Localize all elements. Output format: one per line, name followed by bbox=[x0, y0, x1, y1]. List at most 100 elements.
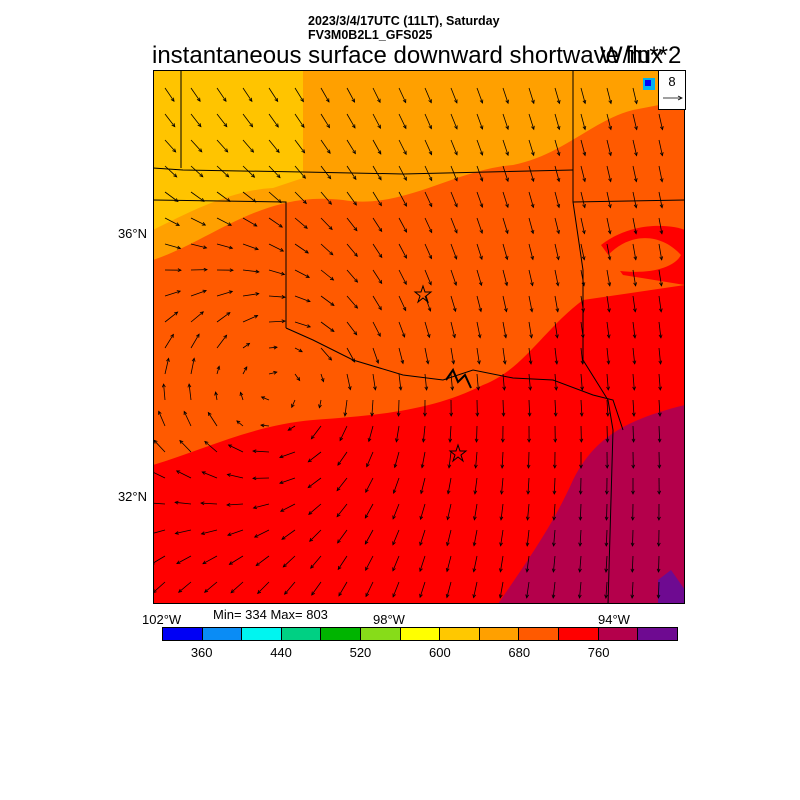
border-ok-panhandle bbox=[153, 199, 287, 328]
wind-vector bbox=[476, 87, 483, 104]
wind-vector-head bbox=[477, 334, 482, 339]
wind-vector bbox=[450, 243, 457, 260]
wind-vector-head bbox=[479, 203, 484, 208]
wind-vector-head bbox=[525, 568, 530, 573]
wind-vector-head bbox=[633, 282, 637, 287]
wind-vector bbox=[176, 555, 192, 564]
wind-vector bbox=[419, 581, 426, 598]
wind-vector-head bbox=[392, 593, 396, 598]
wind-vector bbox=[473, 581, 478, 598]
wind-vector bbox=[176, 470, 192, 479]
wind-vector-head bbox=[204, 440, 209, 445]
wind-vector bbox=[365, 555, 374, 571]
wind-vector-head bbox=[577, 594, 582, 599]
wind-vector bbox=[346, 165, 357, 180]
wind-vector bbox=[294, 347, 303, 353]
wind-vector bbox=[393, 477, 400, 494]
wind-vector-head bbox=[226, 473, 231, 477]
wind-vector bbox=[200, 502, 218, 505]
wind-vector-head bbox=[202, 289, 207, 294]
wind-vector bbox=[307, 477, 322, 488]
wind-vector-head bbox=[300, 123, 305, 129]
wind-vector bbox=[346, 295, 358, 309]
wind-vector bbox=[190, 217, 206, 226]
wind-vector-head bbox=[300, 98, 304, 103]
wind-vector-head bbox=[201, 471, 206, 475]
wind-vector bbox=[320, 269, 334, 281]
wind-vector-head bbox=[556, 177, 561, 183]
wind-vector bbox=[320, 87, 330, 103]
wind-vector bbox=[424, 87, 432, 103]
wind-vector-head bbox=[604, 594, 608, 599]
wind-vector-head bbox=[171, 123, 176, 128]
wind-vector-head bbox=[175, 222, 181, 226]
wind-vector-head bbox=[633, 230, 638, 235]
wind-vector-head bbox=[279, 248, 285, 252]
wind-vector bbox=[372, 347, 379, 364]
wind-vector bbox=[554, 243, 559, 260]
wind-vector-head bbox=[424, 386, 429, 391]
wind-vector-head bbox=[229, 268, 234, 273]
wind-vector bbox=[216, 191, 231, 202]
wind-vector-head bbox=[327, 175, 332, 180]
wind-vector bbox=[502, 399, 504, 417]
wind-vector bbox=[450, 165, 458, 181]
wind-vector-head bbox=[657, 516, 661, 521]
wind-vector-head bbox=[337, 565, 342, 571]
wind-vector-head bbox=[580, 334, 585, 339]
wind-vector-head bbox=[633, 204, 638, 209]
wind-vector-head bbox=[353, 331, 358, 336]
wind-vector-head bbox=[173, 173, 178, 178]
wind-vector-head bbox=[604, 568, 609, 573]
wind-vector-head bbox=[605, 438, 610, 443]
wind-vector-head bbox=[556, 99, 561, 105]
wind-vector-head bbox=[657, 438, 662, 443]
wind-vector bbox=[632, 217, 637, 234]
wind-vector bbox=[476, 139, 483, 156]
wind-vector-head bbox=[454, 203, 458, 208]
wind-vector-head bbox=[351, 124, 356, 129]
wind-vector-head bbox=[307, 458, 312, 463]
wind-vector-head bbox=[552, 490, 557, 495]
wind-vector bbox=[215, 392, 218, 401]
wind-vector-head bbox=[503, 334, 508, 339]
wind-vector-head bbox=[328, 226, 333, 231]
wind-vector bbox=[242, 191, 256, 203]
wind-vector-head bbox=[453, 255, 458, 260]
wind-vector-head bbox=[505, 151, 509, 157]
colorbar-swatch bbox=[638, 628, 677, 640]
wind-vector bbox=[179, 440, 192, 453]
wind-vector-head bbox=[631, 490, 635, 495]
wind-vector-head bbox=[449, 412, 454, 417]
wind-vector bbox=[372, 217, 383, 232]
wind-vector-head bbox=[195, 333, 200, 338]
wind-vector bbox=[606, 399, 609, 417]
wind-vector bbox=[632, 529, 634, 547]
wind-vector bbox=[320, 373, 324, 382]
wind-vector-head bbox=[280, 271, 286, 276]
wind-vector-head bbox=[199, 311, 204, 316]
wind-vector-head bbox=[207, 411, 212, 417]
wind-vector-head bbox=[328, 356, 333, 361]
wind-vector bbox=[419, 555, 426, 572]
wind-vector-head bbox=[428, 229, 433, 234]
wind-vector bbox=[164, 139, 176, 153]
wind-vector bbox=[447, 503, 452, 520]
wind-vector bbox=[163, 384, 166, 401]
wind-vector-head bbox=[275, 148, 280, 154]
subtitle-model: FV3M0B2L1_GFS025 bbox=[308, 28, 433, 42]
wind-vector bbox=[294, 373, 301, 381]
wind-vector-head bbox=[658, 334, 663, 339]
wind-vector bbox=[554, 191, 560, 208]
wind-vector-head bbox=[255, 562, 260, 567]
wind-vector-head bbox=[378, 279, 383, 285]
wind-vector bbox=[606, 373, 609, 390]
wind-vector-head bbox=[248, 97, 253, 103]
wind-vector bbox=[268, 269, 285, 275]
wind-vector-head bbox=[370, 412, 374, 417]
wind-vector-head bbox=[499, 490, 504, 495]
wind-vector-head bbox=[530, 256, 534, 261]
wind-vector bbox=[632, 295, 636, 312]
wind-vector-head bbox=[453, 281, 457, 286]
wind-vector bbox=[153, 502, 166, 505]
